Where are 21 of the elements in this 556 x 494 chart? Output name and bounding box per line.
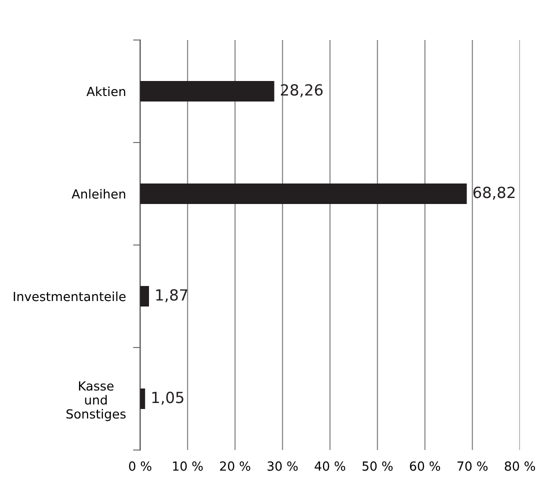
bar — [140, 81, 274, 102]
x-tick-label: 50 % — [362, 461, 393, 471]
x-tick-label: 60 % — [410, 461, 440, 471]
x-tick-label: 10 % — [173, 461, 203, 471]
x-tick-label: 30 % — [268, 461, 298, 471]
y-tick-label: Kasse und Sonstiges — [66, 381, 126, 422]
x-tick-label: 80 % — [504, 461, 536, 471]
data-label: 28,26 — [280, 84, 323, 98]
y-tick-label: Aktien — [86, 86, 126, 96]
data-label: 68,82 — [473, 186, 515, 200]
y-tick-label: Anleihen — [72, 189, 126, 199]
x-tick-label: 0 % — [129, 461, 152, 471]
bar — [140, 286, 149, 307]
x-tick-label: 40 % — [314, 461, 346, 471]
data-label: 1,05 — [152, 392, 184, 405]
x-tick-label: 70 % — [458, 461, 488, 471]
data-label: 1,87 — [156, 289, 188, 302]
x-tick-label: 20 % — [220, 461, 250, 471]
bar — [140, 184, 467, 204]
bar — [140, 388, 146, 410]
y-tick-label: Investmentanteile — [14, 292, 126, 302]
